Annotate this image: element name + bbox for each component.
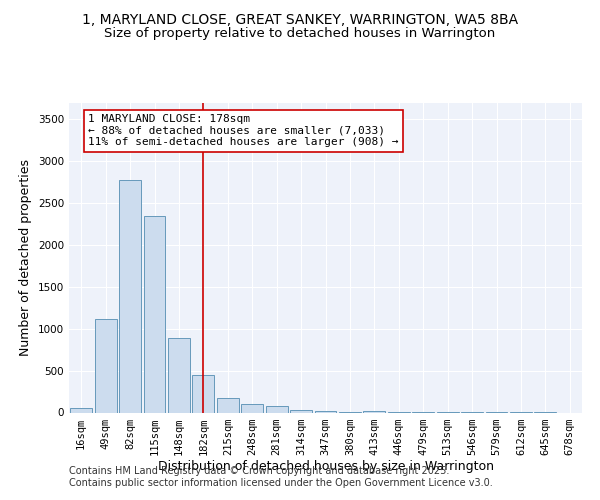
Bar [241, 404, 263, 412]
Bar [119, 180, 141, 412]
Bar [143, 216, 166, 412]
Bar [168, 338, 190, 412]
Text: Contains HM Land Registry data © Crown copyright and database right 2025.
Contai: Contains HM Land Registry data © Crown c… [69, 466, 493, 487]
Bar [217, 398, 239, 412]
Text: 1 MARYLAND CLOSE: 178sqm
← 88% of detached houses are smaller (7,033)
11% of sem: 1 MARYLAND CLOSE: 178sqm ← 88% of detach… [88, 114, 398, 148]
Bar [290, 410, 312, 412]
Bar [95, 318, 116, 412]
Bar [70, 408, 92, 412]
Text: Size of property relative to detached houses in Warrington: Size of property relative to detached ho… [104, 28, 496, 40]
Bar [193, 375, 214, 412]
Bar [266, 406, 287, 412]
Y-axis label: Number of detached properties: Number of detached properties [19, 159, 32, 356]
Bar [364, 411, 385, 412]
Bar [314, 411, 337, 412]
Text: 1, MARYLAND CLOSE, GREAT SANKEY, WARRINGTON, WA5 8BA: 1, MARYLAND CLOSE, GREAT SANKEY, WARRING… [82, 12, 518, 26]
X-axis label: Distribution of detached houses by size in Warrington: Distribution of detached houses by size … [157, 460, 493, 473]
